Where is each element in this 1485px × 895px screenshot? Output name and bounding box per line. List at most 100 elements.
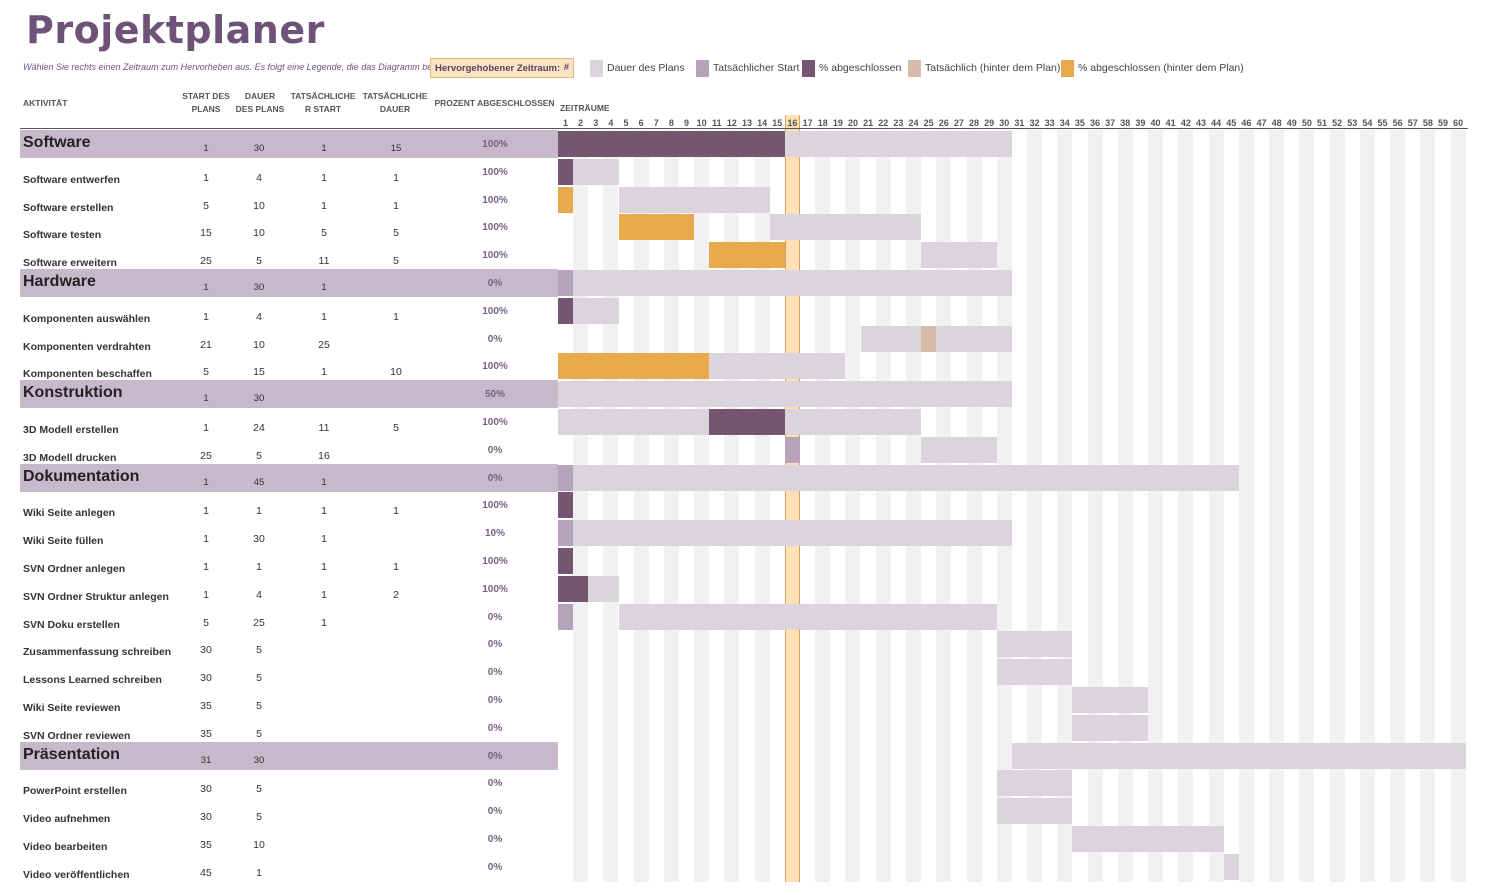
period-number[interactable]: 31 — [1014, 118, 1025, 128]
period-number[interactable]: 33 — [1044, 118, 1055, 128]
activity-name[interactable]: Komponenten auswählen — [23, 312, 151, 325]
period-number[interactable]: 17 — [802, 118, 813, 128]
period-number[interactable]: 48 — [1271, 118, 1282, 128]
highlight-period-field[interactable]: Hervorgehobener Zeitraum: # — [430, 58, 574, 78]
percent-complete-value: 0% — [487, 472, 503, 484]
period-number[interactable]: 7 — [653, 118, 659, 128]
period-number[interactable]: 20 — [847, 118, 858, 128]
plan-start-value: 1 — [203, 310, 209, 323]
activity-name[interactable]: PowerPoint erstellen — [23, 785, 127, 798]
period-number[interactable]: 28 — [968, 118, 979, 128]
period-number[interactable]: 10 — [696, 118, 707, 128]
percent-complete-value: 0% — [487, 667, 503, 679]
period-stripe — [1299, 130, 1315, 882]
period-number[interactable]: 14 — [757, 118, 768, 128]
period-number[interactable]: 25 — [923, 118, 934, 128]
period-number[interactable]: 60 — [1453, 118, 1464, 128]
highlighted-period-column — [784, 115, 800, 882]
header-plan-duration: DAUER DES PLANS — [235, 91, 285, 114]
period-number[interactable]: 22 — [878, 118, 889, 128]
activity-name[interactable]: Video bearbeiten — [23, 841, 108, 853]
period-number[interactable]: 13 — [742, 118, 753, 128]
period-number[interactable]: 2 — [578, 118, 584, 128]
activity-name[interactable]: Komponenten verdrahten — [23, 340, 151, 353]
actual-start-value: 11 — [318, 255, 330, 268]
period-number[interactable]: 47 — [1256, 118, 1267, 128]
period-number[interactable]: 42 — [1180, 118, 1191, 128]
activity-name[interactable]: Video veröffentlichen — [23, 868, 130, 881]
period-number[interactable]: 53 — [1347, 118, 1358, 128]
period-number[interactable]: 41 — [1165, 118, 1176, 128]
period-number[interactable]: 55 — [1377, 118, 1388, 128]
period-number[interactable]: 40 — [1150, 118, 1161, 128]
period-number[interactable]: 36 — [1090, 118, 1101, 128]
period-number[interactable]: 45 — [1226, 118, 1237, 128]
period-number[interactable]: 1 — [562, 118, 568, 128]
activity-name[interactable]: SVN Doku erstellen — [23, 618, 120, 631]
period-number[interactable]: 6 — [638, 118, 644, 128]
period-stripe — [1238, 130, 1254, 882]
activity-name[interactable]: SVN Ordner Struktur anlegen — [23, 590, 169, 603]
activity-name[interactable]: Wiki Seite anlegen — [23, 507, 116, 520]
activity-name[interactable]: 3D Modell drucken — [23, 451, 117, 464]
activity-name[interactable]: Lessons Learned schreiben — [23, 674, 162, 687]
period-number[interactable]: 35 — [1074, 118, 1085, 128]
period-number[interactable]: 9 — [684, 118, 690, 128]
period-number[interactable]: 52 — [1332, 118, 1343, 128]
period-number[interactable]: 37 — [1105, 118, 1116, 128]
complete-swatch — [802, 59, 815, 77]
activity-name[interactable]: Video aufnehmen — [23, 813, 111, 826]
activity-name[interactable]: SVN Ordner reviewen — [23, 729, 131, 742]
percent-complete-value: 0% — [487, 750, 503, 762]
activity-name[interactable]: Wiki Seite reviewen — [23, 702, 121, 714]
period-number[interactable]: 46 — [1241, 118, 1252, 128]
period-number[interactable]: 32 — [1029, 118, 1040, 128]
period-number[interactable]: 29 — [984, 118, 995, 128]
highlight-period-value[interactable]: # — [563, 62, 569, 73]
activity-name[interactable]: Software erweitern — [23, 257, 117, 270]
activity-name[interactable]: Zusammenfassung schreiben — [23, 646, 172, 659]
period-number[interactable]: 54 — [1362, 118, 1373, 128]
activity-name[interactable]: SVN Ordner anlegen — [23, 563, 126, 575]
actual-duration-value: 1 — [393, 171, 399, 184]
period-number[interactable]: 49 — [1286, 118, 1297, 128]
activity-name[interactable]: 3D Modell erstellen — [23, 424, 119, 436]
period-number[interactable]: 26 — [938, 118, 949, 128]
period-number[interactable]: 23 — [893, 118, 904, 128]
plan-start-value: 15 — [200, 227, 212, 240]
actual-start-value: 1 — [321, 310, 327, 323]
period-number[interactable]: 56 — [1392, 118, 1403, 128]
actual-start-value: 1 — [321, 505, 327, 518]
legend-label: Dauer des Plans — [607, 62, 685, 74]
period-number[interactable]: 21 — [863, 118, 874, 128]
activity-name[interactable]: Komponenten beschaffen — [23, 368, 152, 381]
period-number[interactable]: 8 — [668, 118, 674, 128]
period-number[interactable]: 24 — [908, 118, 919, 128]
period-number[interactable]: 34 — [1059, 118, 1070, 128]
activity-name[interactable]: Software entwerfen — [23, 173, 120, 186]
period-number[interactable]: 18 — [817, 118, 828, 128]
period-number[interactable]: 15 — [772, 118, 783, 128]
period-number[interactable]: 43 — [1195, 118, 1206, 128]
period-number[interactable]: 11 — [712, 118, 722, 128]
period-number[interactable]: 30 — [999, 118, 1010, 128]
period-number[interactable]: 4 — [608, 118, 614, 128]
activity-name[interactable]: Wiki Seite füllen — [23, 535, 104, 548]
period-number[interactable]: 16 — [787, 118, 798, 128]
activity-name[interactable]: Software testen — [23, 229, 102, 242]
period-number[interactable]: 59 — [1438, 118, 1449, 128]
period-number[interactable]: 12 — [726, 118, 737, 128]
period-number[interactable]: 58 — [1422, 118, 1433, 128]
activity-name[interactable]: Software erstellen — [23, 201, 114, 214]
period-number[interactable]: 27 — [953, 118, 964, 128]
period-number[interactable]: 3 — [593, 118, 599, 128]
period-stripe — [1269, 130, 1285, 882]
period-number[interactable]: 38 — [1120, 118, 1131, 128]
period-number[interactable]: 5 — [623, 118, 629, 128]
period-number[interactable]: 19 — [832, 118, 843, 128]
period-number[interactable]: 51 — [1316, 118, 1327, 128]
period-number[interactable]: 50 — [1301, 118, 1312, 128]
period-number[interactable]: 57 — [1407, 118, 1418, 128]
period-number[interactable]: 44 — [1211, 118, 1222, 128]
period-number[interactable]: 39 — [1135, 118, 1146, 128]
